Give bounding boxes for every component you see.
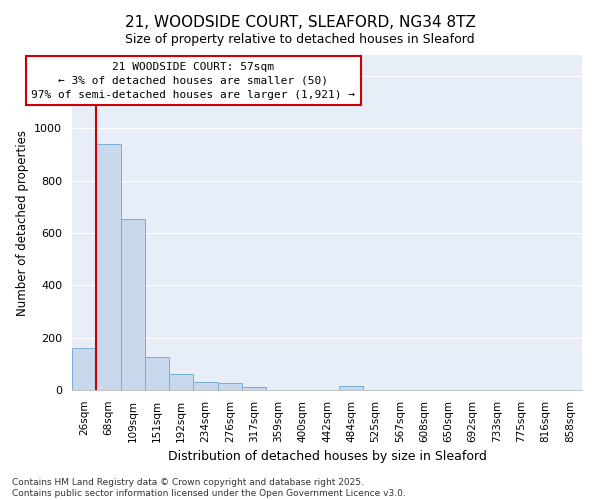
Text: 21 WOODSIDE COURT: 57sqm
← 3% of detached houses are smaller (50)
97% of semi-de: 21 WOODSIDE COURT: 57sqm ← 3% of detache…: [31, 62, 355, 100]
X-axis label: Distribution of detached houses by size in Sleaford: Distribution of detached houses by size …: [167, 450, 487, 463]
Bar: [72, 348, 96, 390]
Bar: [339, 386, 364, 390]
Y-axis label: Number of detached properties: Number of detached properties: [16, 130, 29, 316]
Bar: [193, 382, 218, 390]
Bar: [218, 384, 242, 390]
Bar: [96, 144, 121, 390]
Bar: [121, 218, 145, 390]
Text: 21, WOODSIDE COURT, SLEAFORD, NG34 8TZ: 21, WOODSIDE COURT, SLEAFORD, NG34 8TZ: [125, 15, 475, 30]
Bar: [145, 358, 169, 390]
Text: Contains HM Land Registry data © Crown copyright and database right 2025.
Contai: Contains HM Land Registry data © Crown c…: [12, 478, 406, 498]
Bar: [242, 388, 266, 390]
Bar: [169, 374, 193, 390]
Text: Size of property relative to detached houses in Sleaford: Size of property relative to detached ho…: [125, 32, 475, 46]
